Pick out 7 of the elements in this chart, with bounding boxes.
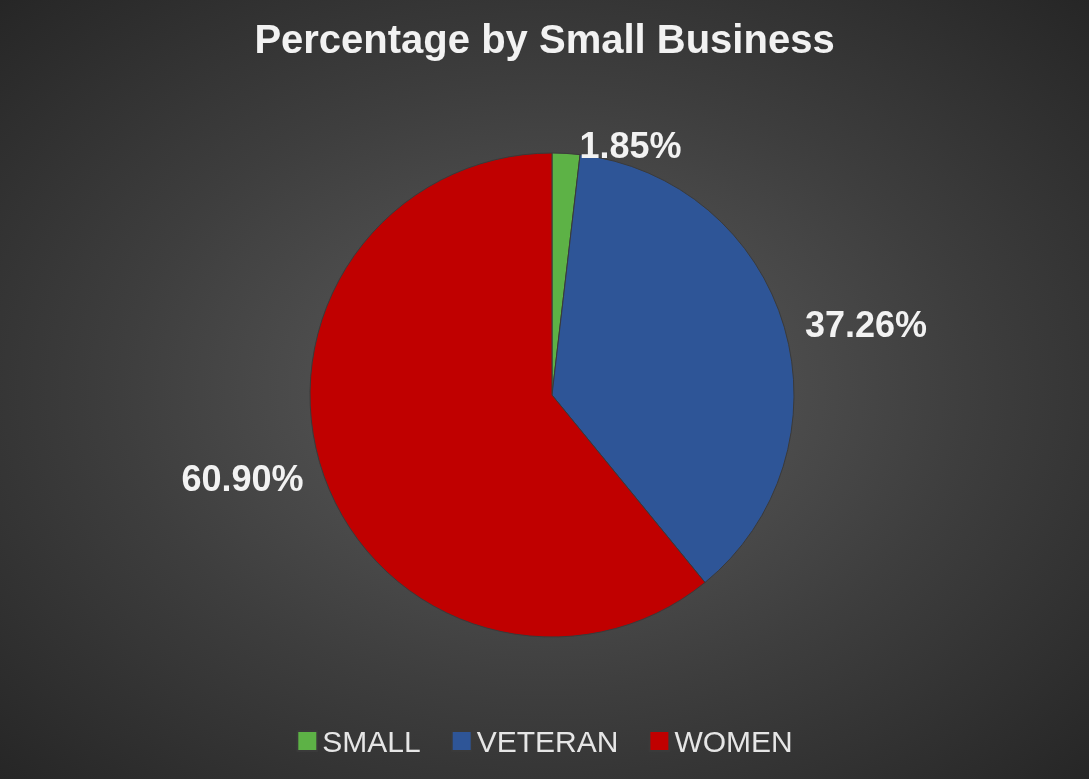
legend-label: SMALL [322, 724, 421, 758]
data-label: 37.26% [804, 304, 928, 346]
legend-label: VETERAN [476, 724, 619, 758]
data-label: 60.90% [181, 458, 304, 500]
data-label: 1.85% [579, 124, 682, 166]
chart-title: Percentage by Small Business [254, 17, 835, 61]
legend-label: WOMEN [674, 724, 793, 758]
